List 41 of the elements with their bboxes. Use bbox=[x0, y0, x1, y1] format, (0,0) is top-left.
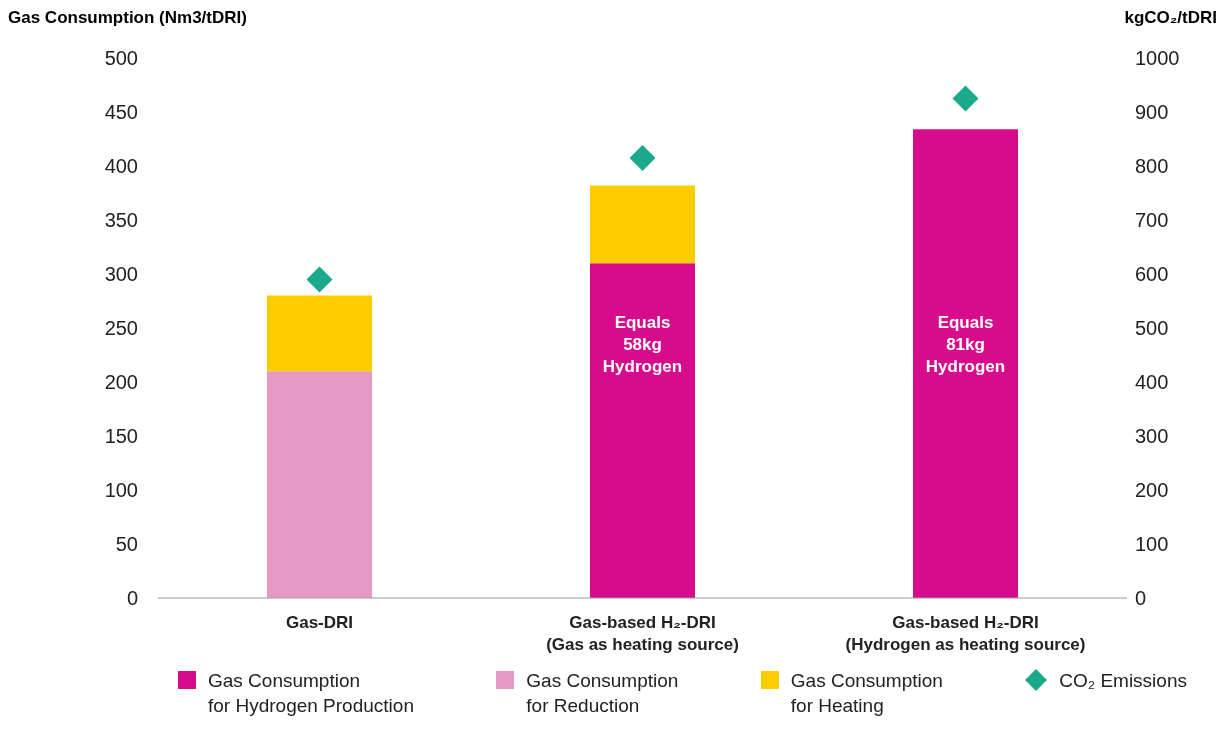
y2-tick-label: 200 bbox=[1135, 479, 1169, 502]
annotation: Equals 58kg Hydrogen bbox=[602, 313, 683, 376]
bar bbox=[590, 263, 695, 598]
point bbox=[306, 266, 333, 293]
y-tick-label: 200 bbox=[104, 371, 138, 394]
y-tick-label: 300 bbox=[104, 263, 138, 286]
y-tick-label: 250 bbox=[104, 317, 138, 340]
y2-tick-label: 300 bbox=[1135, 425, 1169, 448]
x-tick-label: Gas-based H₂-DRI (Hydrogen as heating source) bbox=[845, 613, 1086, 654]
y-tick-label: 100 bbox=[104, 479, 138, 502]
y-axis-title: Gas Consumption (Nm3/tDRI) bbox=[8, 8, 247, 27]
bar bbox=[267, 295, 372, 372]
y2-tick-label: 600 bbox=[1135, 263, 1169, 286]
y2-tick-label: 900 bbox=[1135, 101, 1169, 124]
y2-axis-title: kgCO₂/tDRI bbox=[1124, 8, 1217, 27]
y-tick-label: 400 bbox=[104, 155, 138, 178]
legend-label: Gas Consumption for Reduction bbox=[526, 669, 679, 718]
y-tick-label: 450 bbox=[104, 101, 138, 124]
x-tick-label: Gas-based H₂-DRI (Gas as heating source) bbox=[546, 613, 739, 654]
bar bbox=[267, 371, 372, 598]
y2-tick-label: 400 bbox=[1135, 371, 1169, 394]
bar bbox=[913, 129, 1018, 598]
x-tick-label: Gas-DRI bbox=[285, 613, 354, 632]
bar bbox=[590, 185, 695, 264]
legend-label: CO₂ Emissions bbox=[1059, 669, 1187, 693]
annotation: Equals 81kg Hydrogen bbox=[925, 313, 1006, 376]
y2-tick-label: 700 bbox=[1135, 209, 1169, 232]
point bbox=[629, 144, 656, 171]
legend-label: Gas Consumption for Heating bbox=[790, 669, 943, 718]
y-tick-label: 350 bbox=[104, 209, 138, 232]
y-tick-label: 150 bbox=[104, 425, 138, 448]
y2-tick-label: 0 bbox=[1135, 587, 1147, 610]
y2-tick-label: 100 bbox=[1135, 533, 1169, 556]
y-tick-label: 50 bbox=[115, 533, 138, 556]
y-tick-label: 500 bbox=[104, 47, 138, 70]
point bbox=[952, 85, 979, 112]
y2-tick-label: 1000 bbox=[1135, 47, 1180, 70]
y-tick-label: 0 bbox=[126, 587, 138, 610]
y2-tick-label: 500 bbox=[1135, 317, 1169, 340]
y2-tick-label: 800 bbox=[1135, 155, 1169, 178]
legend-label: Gas Consumption for Hydrogen Production bbox=[208, 669, 414, 718]
